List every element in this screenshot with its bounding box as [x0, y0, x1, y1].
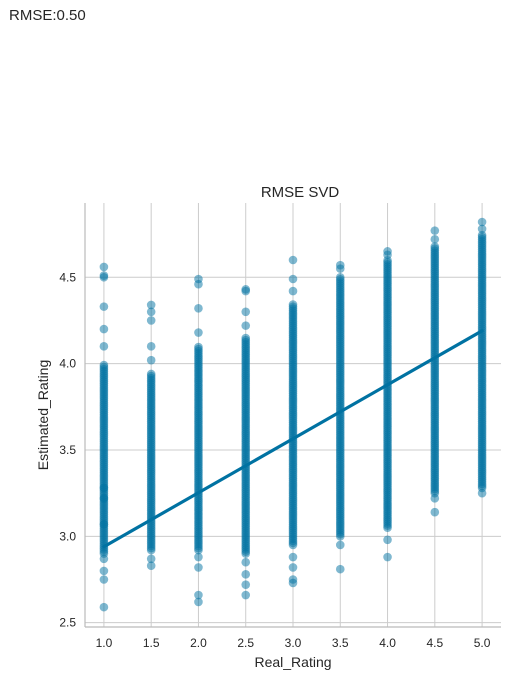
rmse-text: RMSE:0.50	[9, 7, 86, 24]
data-point	[241, 570, 251, 579]
data-point	[146, 316, 156, 325]
data-point	[477, 230, 487, 240]
data-point	[99, 360, 109, 370]
y-axis-label: Estimated_Rating	[35, 360, 51, 471]
data-point	[241, 333, 251, 343]
x-tick-label: 2.0	[190, 636, 207, 650]
data-point	[194, 328, 203, 337]
data-point	[288, 563, 298, 572]
data-point	[99, 519, 109, 529]
y-tick-label: 4.5	[59, 270, 76, 284]
data-point	[99, 566, 109, 576]
data-point	[288, 274, 298, 284]
data-point	[430, 507, 440, 517]
data-point	[288, 575, 298, 584]
data-point	[146, 554, 156, 564]
data-point	[241, 307, 251, 317]
regression-line-group	[102, 329, 484, 549]
data-point	[194, 563, 203, 572]
data-point	[146, 307, 156, 317]
data-point	[241, 321, 251, 330]
data-point	[383, 552, 392, 562]
axis-spines	[84, 203, 501, 628]
data-point	[430, 226, 440, 235]
data-point	[335, 540, 345, 550]
x-tick-label: 3.0	[285, 636, 302, 650]
data-point	[335, 272, 345, 282]
x-axis-label: Real_Rating	[254, 654, 331, 670]
data-point	[194, 304, 203, 313]
x-tick-label: 3.5	[332, 636, 349, 650]
data-point	[241, 580, 251, 589]
data-point	[430, 234, 440, 244]
data-point	[99, 324, 109, 334]
data-point	[146, 300, 156, 310]
y-tick-label: 3.5	[59, 443, 76, 457]
data-point	[335, 260, 345, 270]
data-point	[194, 597, 203, 607]
data-point	[430, 242, 440, 251]
x-tick-label: 4.0	[379, 636, 396, 650]
data-point	[99, 262, 109, 272]
data-point	[146, 561, 156, 570]
data-point	[288, 286, 298, 296]
data-point	[477, 217, 487, 227]
x-tick-label: 5.0	[474, 636, 491, 650]
data-point	[241, 557, 251, 567]
data-point	[194, 274, 203, 284]
x-tick-label: 1.5	[143, 636, 160, 650]
data-points	[99, 217, 487, 612]
data-point	[335, 564, 345, 574]
data-point	[288, 552, 298, 562]
data-point	[430, 494, 440, 503]
data-point	[383, 535, 392, 545]
data-point	[194, 342, 203, 352]
data-point	[146, 369, 156, 379]
data-point	[241, 285, 251, 294]
x-tick-label: 4.5	[426, 636, 443, 650]
data-point	[241, 590, 251, 600]
data-point	[99, 483, 109, 493]
x-tick-label: 1.0	[96, 636, 113, 650]
data-point	[146, 355, 156, 365]
data-point	[383, 247, 392, 256]
data-point	[99, 554, 109, 564]
data-point	[146, 342, 156, 351]
data-point	[99, 302, 109, 311]
regression-line	[102, 329, 484, 549]
data-point	[99, 602, 109, 612]
data-point	[288, 300, 298, 309]
data-point	[288, 255, 298, 265]
y-tick-label: 2.5	[59, 616, 76, 630]
data-point	[99, 271, 109, 280]
x-tick-label: 2.5	[237, 636, 254, 650]
data-point	[99, 575, 109, 584]
data-point	[99, 494, 109, 503]
tick-labels: 1.0 1.5 2.0 2.5 3.0 3.5 4.0 4.5 5.0 2.5 3.0 3.5 4.0 4…	[59, 270, 490, 650]
y-tick-label: 3.0	[59, 529, 76, 543]
data-point	[194, 552, 203, 562]
y-tick-label: 4.0	[59, 357, 76, 371]
data-point	[477, 488, 487, 498]
data-point	[477, 224, 487, 234]
data-point	[194, 590, 203, 600]
chart-title: RMSE SVD	[261, 184, 340, 201]
data-point	[99, 342, 109, 351]
